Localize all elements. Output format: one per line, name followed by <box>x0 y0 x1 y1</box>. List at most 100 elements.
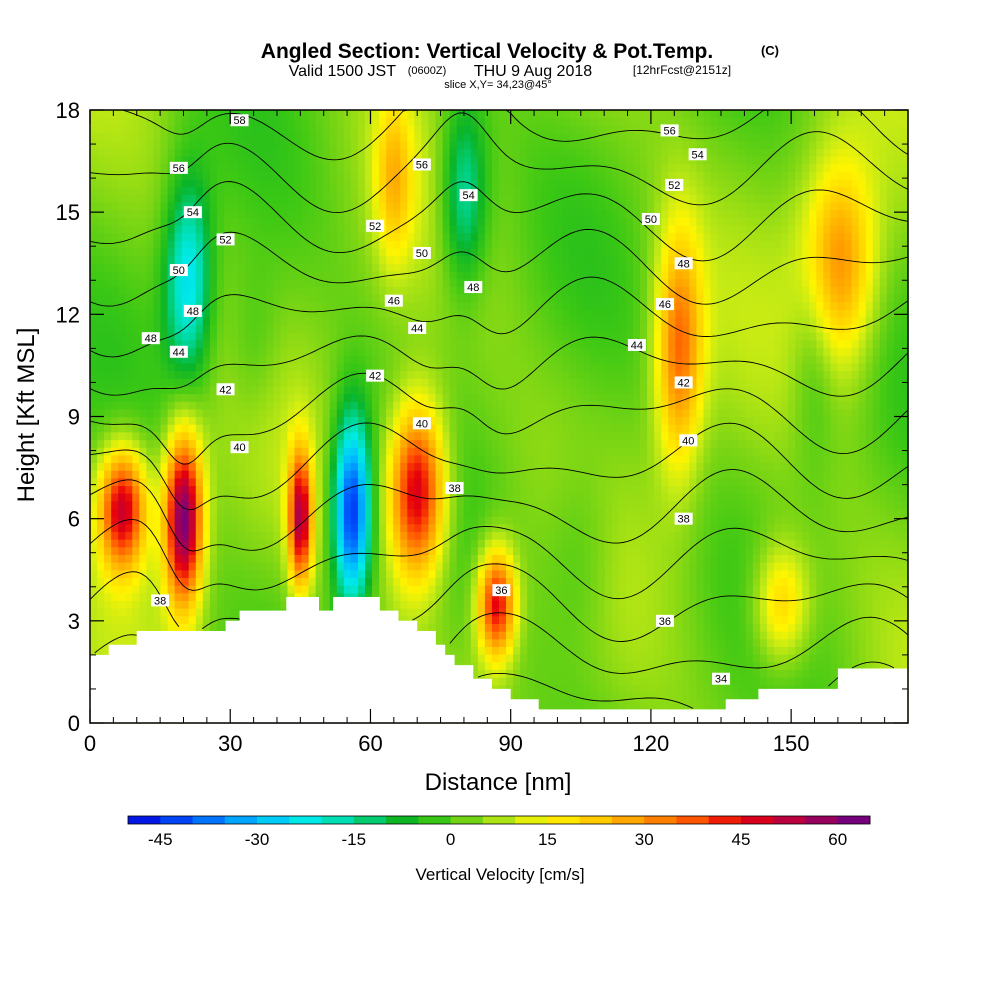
contour-label: 48 <box>183 304 202 318</box>
colorbar-swatch <box>579 816 613 824</box>
colorbar-swatch <box>257 816 290 824</box>
isotherm-line-52 <box>89 228 909 307</box>
isotherm-line-34 <box>477 661 895 709</box>
colorbar-swatch <box>289 816 322 824</box>
y-tick-label: 12 <box>56 302 80 327</box>
isotherm-line-54 <box>89 181 909 262</box>
colorbar-label: Vertical Velocity [cm/s] <box>415 865 584 884</box>
terrain-mask <box>90 597 908 723</box>
contour-label: 48 <box>674 257 693 270</box>
contour-label: 46 <box>384 294 403 308</box>
y-tick-label: 6 <box>68 507 80 532</box>
isotherm-line-40 <box>89 518 909 600</box>
contour-label: 50 <box>641 212 660 226</box>
colorbar-tick-label: 45 <box>732 830 751 849</box>
contour-label: 40 <box>230 441 249 454</box>
colorbar-tick-label: 0 <box>446 830 455 849</box>
contour-label: 44 <box>408 321 427 335</box>
contour-label: 54 <box>459 189 478 202</box>
contour-label: 42 <box>216 383 235 396</box>
colorbar-tick-label: -15 <box>342 830 367 849</box>
colorbar: -45 -30 -15 0 15 30 45 60 <box>127 815 871 849</box>
contour-label: 46 <box>655 298 674 311</box>
y-tick-label: 3 <box>68 609 80 634</box>
colorbar-swatch <box>805 816 839 824</box>
chart-title-units: (C) <box>761 43 779 58</box>
contour-label: 36 <box>492 584 511 597</box>
colorbar-swatch <box>676 816 710 824</box>
colorbar-tick-label: 30 <box>635 830 654 849</box>
contour-label: 54 <box>183 206 202 219</box>
contour-label: 56 <box>660 124 679 137</box>
isotherm-line-36 <box>94 612 909 674</box>
contour-label: 52 <box>366 219 385 233</box>
subtitle-valid: Valid 1500 JST <box>289 63 397 80</box>
x-tick-label: 150 <box>773 731 810 756</box>
colorbar-tick-label: 60 <box>828 830 847 849</box>
y-tick-label: 15 <box>56 200 80 225</box>
colorbar-tick-label: -45 <box>148 830 173 849</box>
contour-label: 56 <box>412 158 431 171</box>
contour-label: 44 <box>169 345 188 359</box>
contour-label: 52 <box>216 233 235 246</box>
slice-label: slice X,Y= 34,23@45° <box>444 79 552 91</box>
colorbar-swatch <box>773 816 806 824</box>
contour-label: 52 <box>665 178 684 192</box>
colorbar-swatch <box>418 816 452 824</box>
colorbar-tick-label: 15 <box>538 830 557 849</box>
isotherm-line-42 <box>89 469 909 552</box>
chart-subtitle: Valid 1500 JST (0600Z) THU 9 Aug 2018 [1… <box>289 63 731 80</box>
y-tick-label: 18 <box>56 98 80 123</box>
x-tick-label: 90 <box>498 731 522 756</box>
chart-title: Angled Section: Vertical Velocity & Pot.… <box>261 40 713 63</box>
contour-label: 56 <box>169 161 188 175</box>
colorbar-swatch <box>482 816 516 824</box>
contour-label: 38 <box>674 512 693 526</box>
colorbar-swatch <box>386 816 419 824</box>
colorbar-swatch <box>611 816 645 824</box>
contour-label: 50 <box>169 264 188 277</box>
x-axis-label: Distance [nm] <box>425 769 572 796</box>
subtitle-date: THU 9 Aug 2018 <box>474 63 592 80</box>
subtitle-zone: (0600Z) <box>408 65 447 77</box>
contour-label: 42 <box>366 369 385 383</box>
isotherm-line-56 <box>89 112 909 214</box>
colorbar-swatch <box>192 816 226 824</box>
y-tick-label: 9 <box>68 405 80 430</box>
contour-label: 48 <box>141 332 160 345</box>
isotherm-line-46 <box>89 372 909 465</box>
colorbar-tick-label: -30 <box>245 830 270 849</box>
x-tick-label: 60 <box>358 731 382 756</box>
x-tick-label: 30 <box>218 731 242 756</box>
colorbar-swatch <box>708 816 742 824</box>
colorbar-swatch <box>128 816 161 824</box>
contour-label: 58 <box>230 114 249 127</box>
isotherm-line-50 <box>89 276 909 358</box>
contour-label: 44 <box>627 338 646 352</box>
colorbar-swatch <box>740 816 774 824</box>
x-tick-label: 0 <box>84 731 96 756</box>
colorbar-swatch <box>547 816 581 824</box>
colorbar-swatch <box>644 816 677 824</box>
contour-label: 42 <box>674 376 693 389</box>
colorbar-swatch <box>837 816 871 824</box>
colorbar-frame <box>127 815 871 825</box>
y-tick-label: 0 <box>68 711 80 736</box>
contour-label: 36 <box>655 614 674 628</box>
colorbar-swatch <box>353 816 387 824</box>
contour-label: 40 <box>679 434 698 447</box>
contour-label: 40 <box>412 417 431 430</box>
subtitle-fcst: [12hrFcst@2151z] <box>633 63 731 77</box>
colorbar-swatch <box>450 816 484 824</box>
colorbar-swatch <box>321 816 355 824</box>
isotherm-line-48 <box>89 335 909 397</box>
contour-label: 34 <box>712 672 731 686</box>
contour-label: 38 <box>445 482 464 495</box>
colorbar-swatch <box>224 816 258 824</box>
contour-label: 54 <box>688 148 707 161</box>
colorbar-swatch <box>160 816 193 824</box>
contour-label: 48 <box>464 281 483 294</box>
x-tick-label: 120 <box>633 731 670 756</box>
y-axis-label: Height [Kft MSL] <box>13 328 40 503</box>
